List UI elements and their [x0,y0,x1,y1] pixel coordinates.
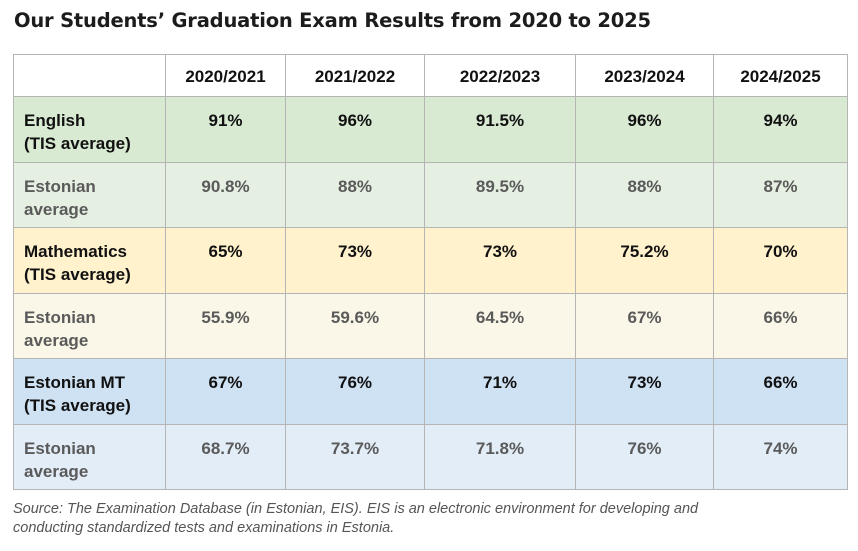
row-label-line1: Estonian [24,176,96,196]
row-label: Estonian average [13,423,166,490]
column-header: 2024/2025 [713,54,848,97]
table-cell: 87% [713,161,848,228]
row-label: Mathematics (TIS average) [13,227,166,294]
row-label-line2: average [24,330,89,350]
table-cell: 96% [575,96,714,163]
table-cell: 91% [165,96,286,163]
table-row: Estonian average 68.7% 73.7% 71.8% 76% 74… [13,423,848,490]
source-line2: conducting standardized tests and examin… [13,520,395,536]
table-cell: 59.6% [285,292,425,359]
table-cell: 67% [575,292,714,359]
table-cell: 73% [575,358,714,425]
table-cell: 73.7% [285,423,425,490]
table-cell: 71% [424,358,576,425]
column-header: 2022/2023 [424,54,576,97]
table-cell: 71.8% [424,423,576,490]
table-cell: 66% [713,358,848,425]
table-cell: 88% [285,161,425,228]
table-row: English (TIS average) 91% 96% 91.5% 96% 9… [13,96,848,163]
results-table: 2020/2021 2021/2022 2022/2023 2023/2024 … [13,54,848,490]
row-label-line1: Mathematics [24,242,127,261]
table-row: Mathematics (TIS average) 65% 73% 73% 75.… [13,227,848,294]
table-cell: 55.9% [165,292,286,359]
table-cell: 76% [285,358,425,425]
table-row: Estonian average 90.8% 88% 89.5% 88% 87% [13,161,848,228]
column-header: 2021/2022 [285,54,425,97]
row-label-line2: (TIS average) [24,396,131,415]
table-cell: 75.2% [575,227,714,294]
table-cell: 68.7% [165,423,286,490]
header-corner [13,54,166,97]
row-label-line1: Estonian [24,438,96,458]
table-cell: 65% [165,227,286,294]
column-header: 2020/2021 [165,54,286,97]
table-cell: 76% [575,423,714,490]
page-title: Our Students’ Graduation Exam Results fr… [14,9,651,32]
table-cell: 70% [713,227,848,294]
table-cell: 94% [713,96,848,163]
row-label: Estonian average [13,161,166,228]
table-cell: 96% [285,96,425,163]
row-label-line2: average [24,461,89,481]
table-cell: 66% [713,292,848,359]
header-row: 2020/2021 2021/2022 2022/2023 2023/2024 … [13,54,848,97]
table-cell: 73% [424,227,576,294]
row-label-line2: (TIS average) [24,134,131,153]
table-cell: 88% [575,161,714,228]
table-cell: 74% [713,423,848,490]
row-label-line1: Estonian MT [24,373,126,392]
table-row: Estonian average 55.9% 59.6% 64.5% 67% 66… [13,292,848,359]
row-label-line2: average [24,199,89,219]
table-cell: 90.8% [165,161,286,228]
table-cell: 91.5% [424,96,576,163]
row-label: English (TIS average) [13,96,166,163]
table-cell: 73% [285,227,425,294]
table-row: Estonian MT (TIS average) 67% 76% 71% 73%… [13,358,848,425]
column-header: 2023/2024 [575,54,714,97]
table-cell: 64.5% [424,292,576,359]
source-line1: Source: The Examination Database (in Est… [13,501,699,517]
table-cell: 67% [165,358,286,425]
row-label: Estonian MT (TIS average) [13,358,166,425]
table-cell: 89.5% [424,161,576,228]
row-label-line1: Estonian [24,307,96,327]
row-label-line2: (TIS average) [24,265,131,284]
row-label-line1: English [24,111,86,130]
source-note: Source: The Examination Database (in Est… [13,500,813,538]
row-label: Estonian average [13,292,166,359]
